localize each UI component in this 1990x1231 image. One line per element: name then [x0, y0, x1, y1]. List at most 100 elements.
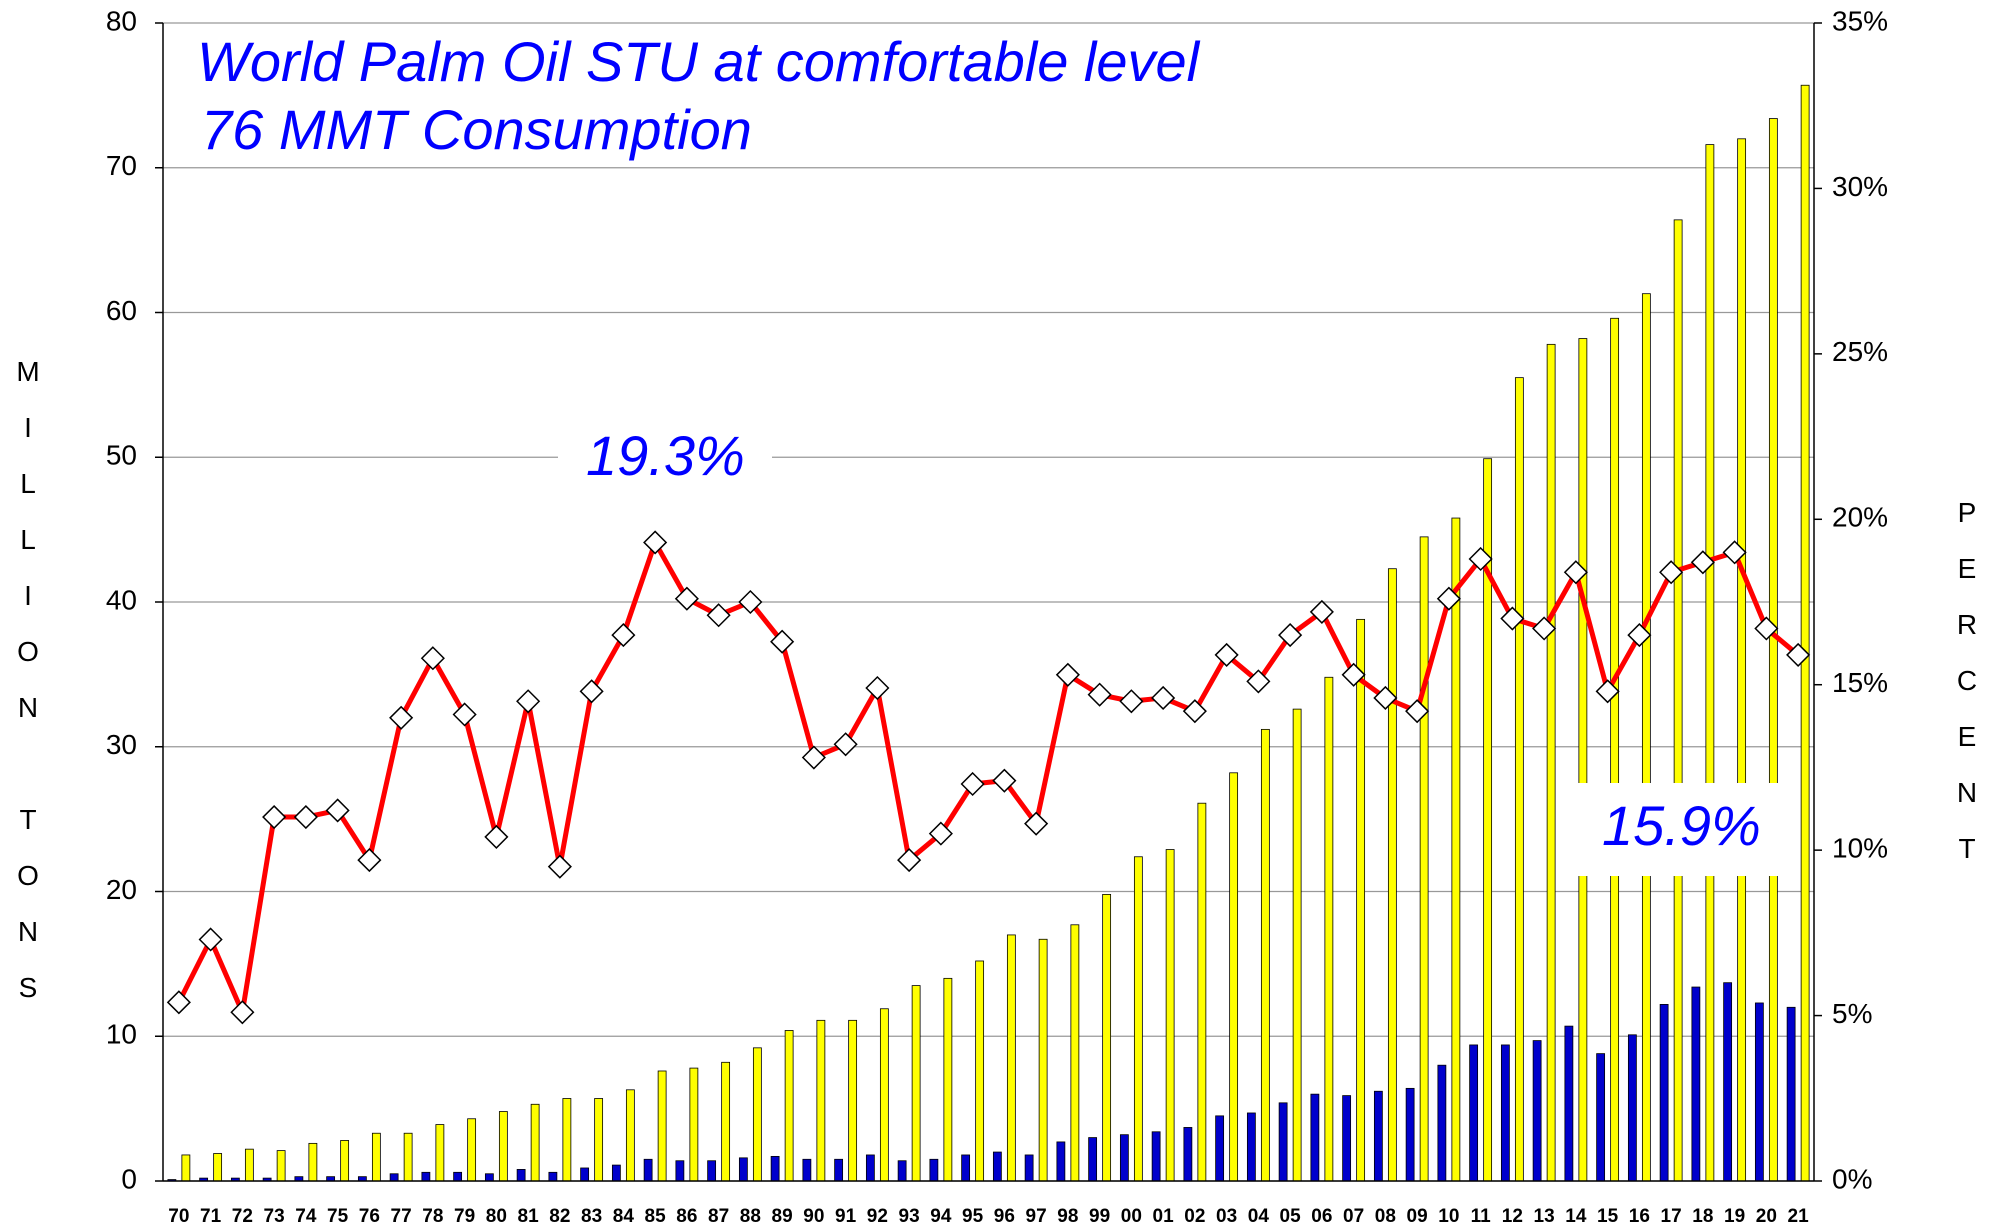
x-tick-label: 14	[1565, 1206, 1587, 1227]
marker	[1246, 669, 1271, 694]
x-tick-label: 89	[772, 1206, 793, 1227]
bar	[1246, 1112, 1256, 1182]
bar	[834, 1158, 844, 1182]
marker	[1278, 623, 1303, 648]
bar	[1705, 144, 1715, 1182]
x-tick-label: 99	[1089, 1206, 1110, 1227]
line-layer	[166, 530, 1811, 1025]
bar	[1165, 849, 1175, 1182]
bar	[802, 1158, 812, 1182]
bar	[848, 1019, 858, 1182]
x-tick-label: 97	[1026, 1206, 1047, 1227]
y-tick-label: 0	[121, 1163, 137, 1194]
annotation: 15.9%	[1602, 794, 1761, 857]
marker	[357, 848, 382, 873]
bar	[721, 1061, 731, 1182]
bar	[689, 1067, 699, 1182]
bar	[562, 1098, 572, 1182]
x-tick-label: 20	[1756, 1206, 1777, 1227]
bar	[1006, 934, 1016, 1182]
x-tick-label: 84	[613, 1206, 635, 1227]
bars	[167, 84, 1810, 1182]
x-tick-label: 12	[1502, 1206, 1523, 1227]
marker	[1151, 685, 1176, 711]
x-tick-label: 93	[899, 1206, 920, 1227]
x-tick-label: 04	[1248, 1206, 1270, 1227]
y-tick-label: 70	[106, 150, 137, 181]
bar	[1405, 1087, 1415, 1182]
x-tick-label: 90	[803, 1206, 824, 1227]
x-tick-label: 21	[1788, 1206, 1810, 1227]
marker	[1690, 550, 1715, 575]
marker	[1373, 685, 1398, 711]
bar	[643, 1158, 653, 1182]
marker	[1532, 616, 1557, 641]
bar	[580, 1167, 590, 1182]
y-tick-label: 50	[106, 440, 137, 471]
y-tick-label: 10	[106, 1019, 137, 1050]
bar	[1056, 1141, 1066, 1182]
y-tick-label: 40	[106, 584, 137, 615]
bar	[1278, 1102, 1288, 1182]
bar	[1229, 772, 1239, 1182]
x-tick-label: 85	[645, 1206, 667, 1227]
bar	[453, 1171, 463, 1182]
bar	[276, 1150, 286, 1182]
x-tick-label: 06	[1311, 1206, 1332, 1227]
bar	[657, 1070, 667, 1182]
bar	[1800, 84, 1810, 1182]
marker	[1722, 540, 1747, 565]
bar	[213, 1153, 223, 1182]
x-tick-label: 19	[1724, 1206, 1745, 1227]
bar	[1723, 982, 1733, 1182]
y-axis-label: MILLION TONS	[13, 356, 44, 1028]
marker	[674, 586, 699, 611]
bar	[1292, 708, 1302, 1182]
bar	[1215, 1115, 1225, 1182]
marker	[1119, 689, 1144, 714]
x-tick-label: 86	[676, 1206, 697, 1227]
x-tick-label: 16	[1629, 1206, 1650, 1227]
y-tick-label: 20	[106, 874, 137, 905]
marker	[166, 990, 191, 1015]
x-tick-label: 76	[359, 1206, 380, 1227]
x-tick-label: 03	[1216, 1206, 1237, 1227]
x-tick-label: 96	[994, 1206, 1015, 1227]
bar	[1038, 938, 1048, 1182]
x-tick-label: 98	[1057, 1206, 1078, 1227]
x-tick-label: 77	[391, 1206, 412, 1227]
marker	[230, 1000, 255, 1025]
x-tick-label: 73	[264, 1206, 285, 1227]
bar	[548, 1171, 558, 1182]
bar	[707, 1160, 717, 1182]
bar	[1356, 618, 1366, 1182]
annotation: 19.3%	[586, 424, 745, 487]
x-tick-label: 02	[1184, 1206, 1205, 1227]
x-tick-label: 17	[1661, 1206, 1682, 1227]
marker	[1595, 679, 1620, 704]
bar	[1070, 924, 1080, 1182]
bar	[738, 1157, 748, 1182]
x-tick-label: 18	[1692, 1206, 1713, 1227]
bar	[1419, 536, 1429, 1182]
x-tick-label: 72	[232, 1206, 253, 1227]
bar	[1469, 1044, 1479, 1182]
bar	[943, 977, 953, 1182]
bar	[1514, 377, 1524, 1182]
bar	[1197, 802, 1207, 1182]
x-tick-label: 01	[1153, 1206, 1175, 1227]
bar	[403, 1132, 413, 1182]
bar	[1102, 893, 1112, 1182]
bar	[1024, 1154, 1034, 1182]
marker	[1500, 606, 1525, 631]
bar	[181, 1154, 191, 1182]
bar	[784, 1030, 794, 1182]
x-tick-label: 79	[454, 1206, 475, 1227]
marker	[484, 824, 509, 849]
marker	[262, 804, 287, 830]
marker	[897, 848, 922, 873]
bar	[1737, 138, 1747, 1182]
marker	[738, 589, 763, 615]
bar	[992, 1151, 1002, 1182]
